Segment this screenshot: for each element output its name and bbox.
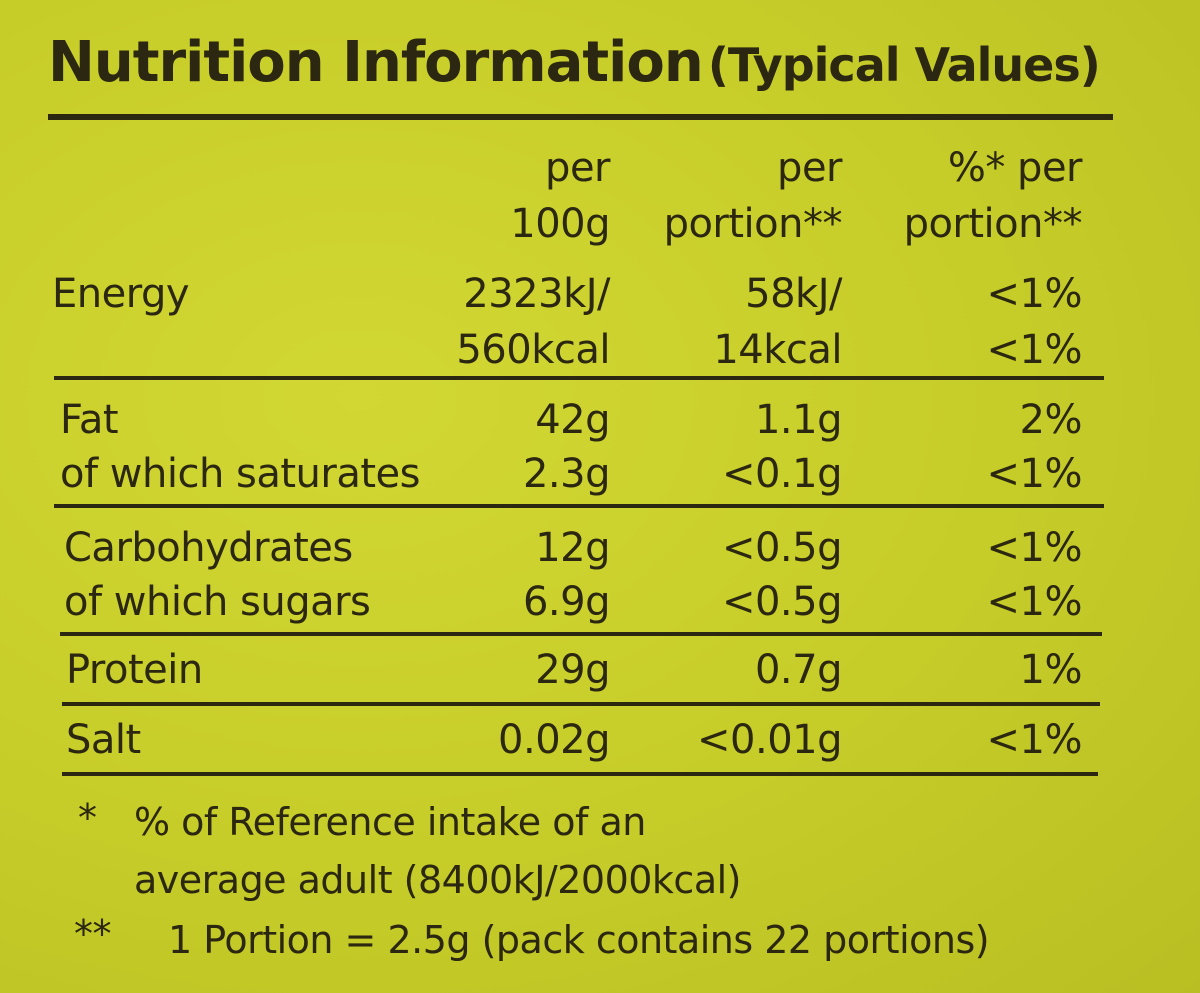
carbohydrates-portion: <0.5g bbox=[721, 525, 843, 571]
sugars-label: of which sugars bbox=[64, 579, 371, 625]
title-divider bbox=[48, 114, 1113, 120]
carbohydrates-per100: 12g bbox=[535, 525, 610, 571]
title-main: Nutrition Information bbox=[48, 30, 704, 95]
protein-per100: 29g bbox=[535, 647, 610, 693]
energy-label: Energy bbox=[52, 271, 190, 317]
fat-portion: 1.1g bbox=[754, 397, 843, 443]
saturates-pct: <1% bbox=[986, 451, 1083, 497]
energy-per100-kcal: 560kcal bbox=[456, 327, 610, 373]
divider-salt bbox=[62, 772, 1098, 776]
footnote-star-line2: average adult (8400kJ/2000kcal) bbox=[134, 858, 742, 902]
footnote-double-star-marker: ** bbox=[74, 912, 112, 956]
page-title: Nutrition Information (Typical Values) bbox=[48, 30, 1101, 95]
salt-pct: <1% bbox=[986, 717, 1083, 763]
header-per-100g-line2: 100g bbox=[510, 201, 610, 247]
energy-portion-kj: 58kJ/ bbox=[745, 271, 842, 317]
header-pct-portion-line2: portion** bbox=[903, 201, 1083, 247]
footnote-star-line1: % of Reference intake of an bbox=[134, 800, 646, 844]
footnote-double-star-text: 1 Portion = 2.5g (pack contains 22 porti… bbox=[168, 918, 990, 962]
protein-pct: 1% bbox=[1019, 647, 1083, 693]
divider-energy bbox=[54, 376, 1104, 380]
title-sub: (Typical Values) bbox=[707, 38, 1101, 92]
sugars-portion: <0.5g bbox=[721, 579, 843, 625]
salt-label: Salt bbox=[66, 717, 141, 763]
saturates-per100: 2.3g bbox=[522, 451, 611, 497]
divider-carbohydrates bbox=[60, 632, 1102, 636]
energy-portion-kcal: 14kcal bbox=[713, 327, 842, 373]
energy-per100-kj: 2323kJ/ bbox=[463, 271, 610, 317]
protein-label: Protein bbox=[66, 647, 203, 693]
sugars-per100: 6.9g bbox=[522, 579, 611, 625]
fat-per100: 42g bbox=[535, 397, 610, 443]
fat-pct: 2% bbox=[1019, 397, 1083, 443]
fat-label: Fat bbox=[60, 397, 119, 443]
header-per-portion-line2: portion** bbox=[663, 201, 843, 247]
header-per-100g-line1: per bbox=[545, 145, 610, 191]
saturates-portion: <0.1g bbox=[721, 451, 843, 497]
saturates-label: of which saturates bbox=[60, 451, 420, 497]
header-pct-portion-line1: %* per bbox=[947, 145, 1083, 191]
energy-pct-kj: <1% bbox=[986, 271, 1083, 317]
footnote-star-marker: * bbox=[78, 796, 97, 840]
protein-portion: 0.7g bbox=[754, 647, 843, 693]
salt-per100: 0.02g bbox=[498, 717, 610, 763]
carbohydrates-label: Carbohydrates bbox=[64, 525, 353, 571]
divider-protein bbox=[62, 702, 1100, 706]
carbohydrates-pct: <1% bbox=[986, 525, 1083, 571]
divider-fat bbox=[54, 504, 1104, 508]
sugars-pct: <1% bbox=[986, 579, 1083, 625]
header-per-portion-line1: per bbox=[777, 145, 842, 191]
energy-pct-kcal: <1% bbox=[986, 327, 1083, 373]
salt-portion: <0.01g bbox=[697, 717, 842, 763]
